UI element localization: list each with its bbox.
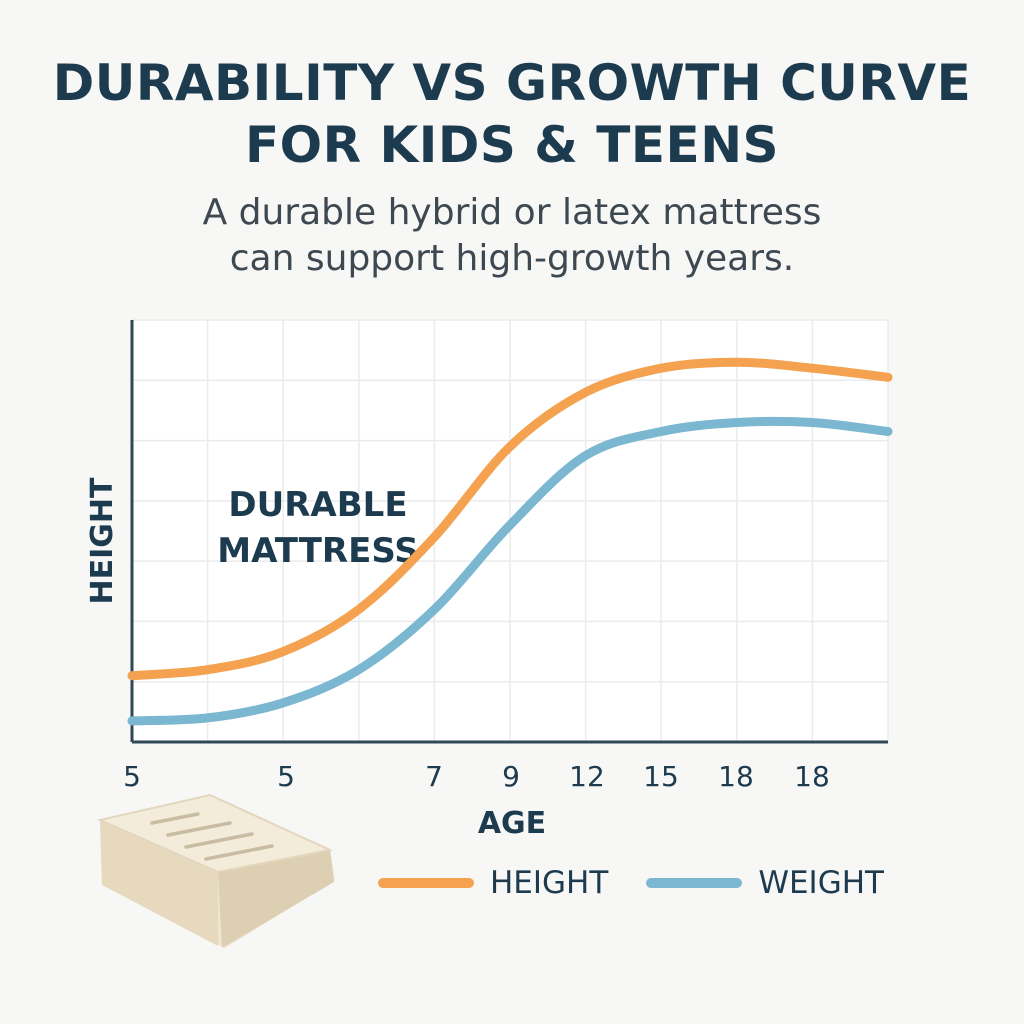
x-tick-label: 5	[277, 760, 295, 793]
chart-subtitle: A durable hybrid or latex mattress can s…	[0, 190, 1024, 282]
legend-swatch-weight	[646, 878, 743, 888]
annotation-durable-line-2: MATTRESS	[217, 531, 419, 571]
chart-title: DURABILITY VS GROWTH CURVE FOR KIDS & TE…	[0, 52, 1024, 176]
x-axis-title: AGE	[478, 806, 546, 841]
y-axis-title: HEIGHT	[85, 477, 120, 604]
annotation-durable-line-1: DURABLE	[228, 485, 407, 525]
legend-item-weight: WEIGHT	[646, 865, 884, 901]
x-tick-label: 9	[502, 760, 520, 793]
mattress-icon	[96, 793, 335, 948]
chart-title-line-2: FOR KIDS & TEENS	[244, 116, 780, 174]
x-tick-label: 18	[794, 760, 830, 793]
chart-legend: HEIGHT WEIGHT	[378, 860, 922, 906]
series-line-height	[127, 357, 893, 681]
legend-swatch-height	[378, 878, 474, 888]
x-tick-label: 5	[123, 760, 141, 793]
x-tick-label: 7	[425, 760, 443, 793]
legend-label-weight: WEIGHT	[758, 865, 884, 901]
x-tick-label: 18	[718, 760, 754, 793]
legend-label-height: HEIGHT	[490, 865, 609, 901]
legend-item-height: HEIGHT	[378, 865, 608, 901]
series-line-weight	[127, 416, 893, 726]
x-tick-label: 12	[569, 760, 605, 793]
x-tick-label: 15	[643, 760, 679, 793]
chart-subtitle-line-1: A durable hybrid or latex mattress	[202, 192, 822, 233]
growth-chart: 5 5 7 9 12 15 18 18 AGE HEIGHT DURABLE MATTRESS	[85, 319, 893, 841]
chart-subtitle-line-2: can support high-growth years.	[229, 238, 795, 279]
chart-title-line-1: DURABILITY VS GROWTH CURVE	[52, 54, 972, 112]
